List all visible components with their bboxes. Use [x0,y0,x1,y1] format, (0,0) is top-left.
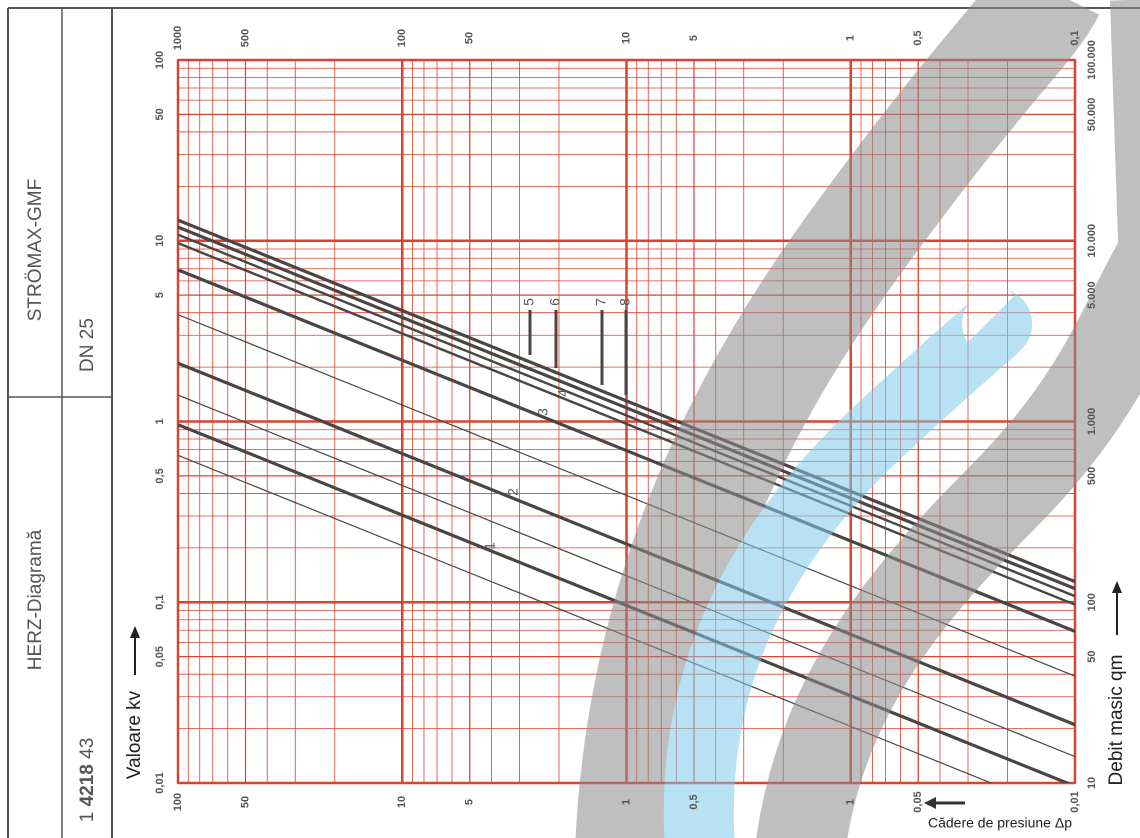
x-tick-label: 0,01 [1069,791,1081,812]
frame [7,7,1140,838]
x2-tick-label: 0,5 [912,30,924,45]
curve-label: 5 [521,298,537,306]
code-main: 4218 [77,764,98,806]
y-axis-label: Valoare kv [124,690,145,779]
y2-tick-label: 1.000 [1086,408,1098,436]
y-tick-label: 0,01 [154,772,166,793]
x-tick-label: 1 [845,799,857,805]
y2-tick-label: 5.000 [1086,281,1098,309]
y2-tick-label: 500 [1086,467,1098,485]
curve [178,361,1075,727]
curve-label: 3 [535,408,551,416]
y2-tick-label: 10.000 [1086,224,1098,258]
y2-tick-label: 50.000 [1086,98,1098,132]
y-tick-label: 100 [154,51,166,69]
curve-label: 4 [555,389,571,397]
y-tick-label: 0,5 [154,468,166,483]
x-tick-label: 100 [172,793,184,811]
y-arrow-head [130,626,140,638]
curve-label: 7 [593,298,609,306]
y2-tick-label: 50 [1086,651,1098,663]
curve-label: 1 [482,542,498,550]
x2-tick-label: 0,1 [1069,30,1081,45]
x-arrow-head [924,797,936,809]
x-tick-label: 0,05 [912,791,924,812]
x-axis-label: Cădere de presiune Δp [928,815,1072,831]
y2-tick-label: 10 [1086,777,1098,789]
x-tick-label: 1 [620,799,632,805]
curve-label: 2 [505,488,521,496]
y-tick-label: 1 [154,418,166,424]
y-tick-label: 10 [154,235,166,247]
y-tick-label: 0,1 [154,595,166,610]
x2-tick-label: 1000 [172,26,184,50]
watermark [575,0,1140,838]
y-tick-label: 0,05 [154,646,166,667]
curve-label: 8 [617,298,633,306]
y-tick-label: 50 [154,108,166,120]
x2-tick-label: 100 [396,29,408,47]
y2-tick-label: 100.000 [1086,40,1098,80]
x-tick-label: 5 [464,799,476,805]
curve-leaders [528,310,628,395]
x-tick-label: 50 [239,796,251,808]
y2-axis-label: Debit masic qm [1106,655,1127,786]
x2-tick-label: 10 [620,32,632,44]
x-tick-label: 10 [396,796,408,808]
code-suffix: 43 [77,738,98,759]
curve-label: 6 [547,298,563,306]
x2-tick-label: 50 [464,32,476,44]
x2-tick-label: 1 [845,35,857,41]
y2-tick-label: 100 [1086,593,1098,611]
x2-tick-label: 500 [239,29,251,47]
y-tick-label: 5 [154,292,166,298]
product: STRÖMAX-GMF [25,179,46,322]
x-tick-label: 0,5 [688,794,700,809]
y2-arrow-head [1112,581,1122,593]
size: DN 25 [77,318,98,372]
title: HERZ-Diagramă [25,529,46,670]
code-prefix: 1 [77,812,98,823]
code: 1 4218 43 [77,738,98,823]
x2-tick-label: 5 [688,35,700,41]
